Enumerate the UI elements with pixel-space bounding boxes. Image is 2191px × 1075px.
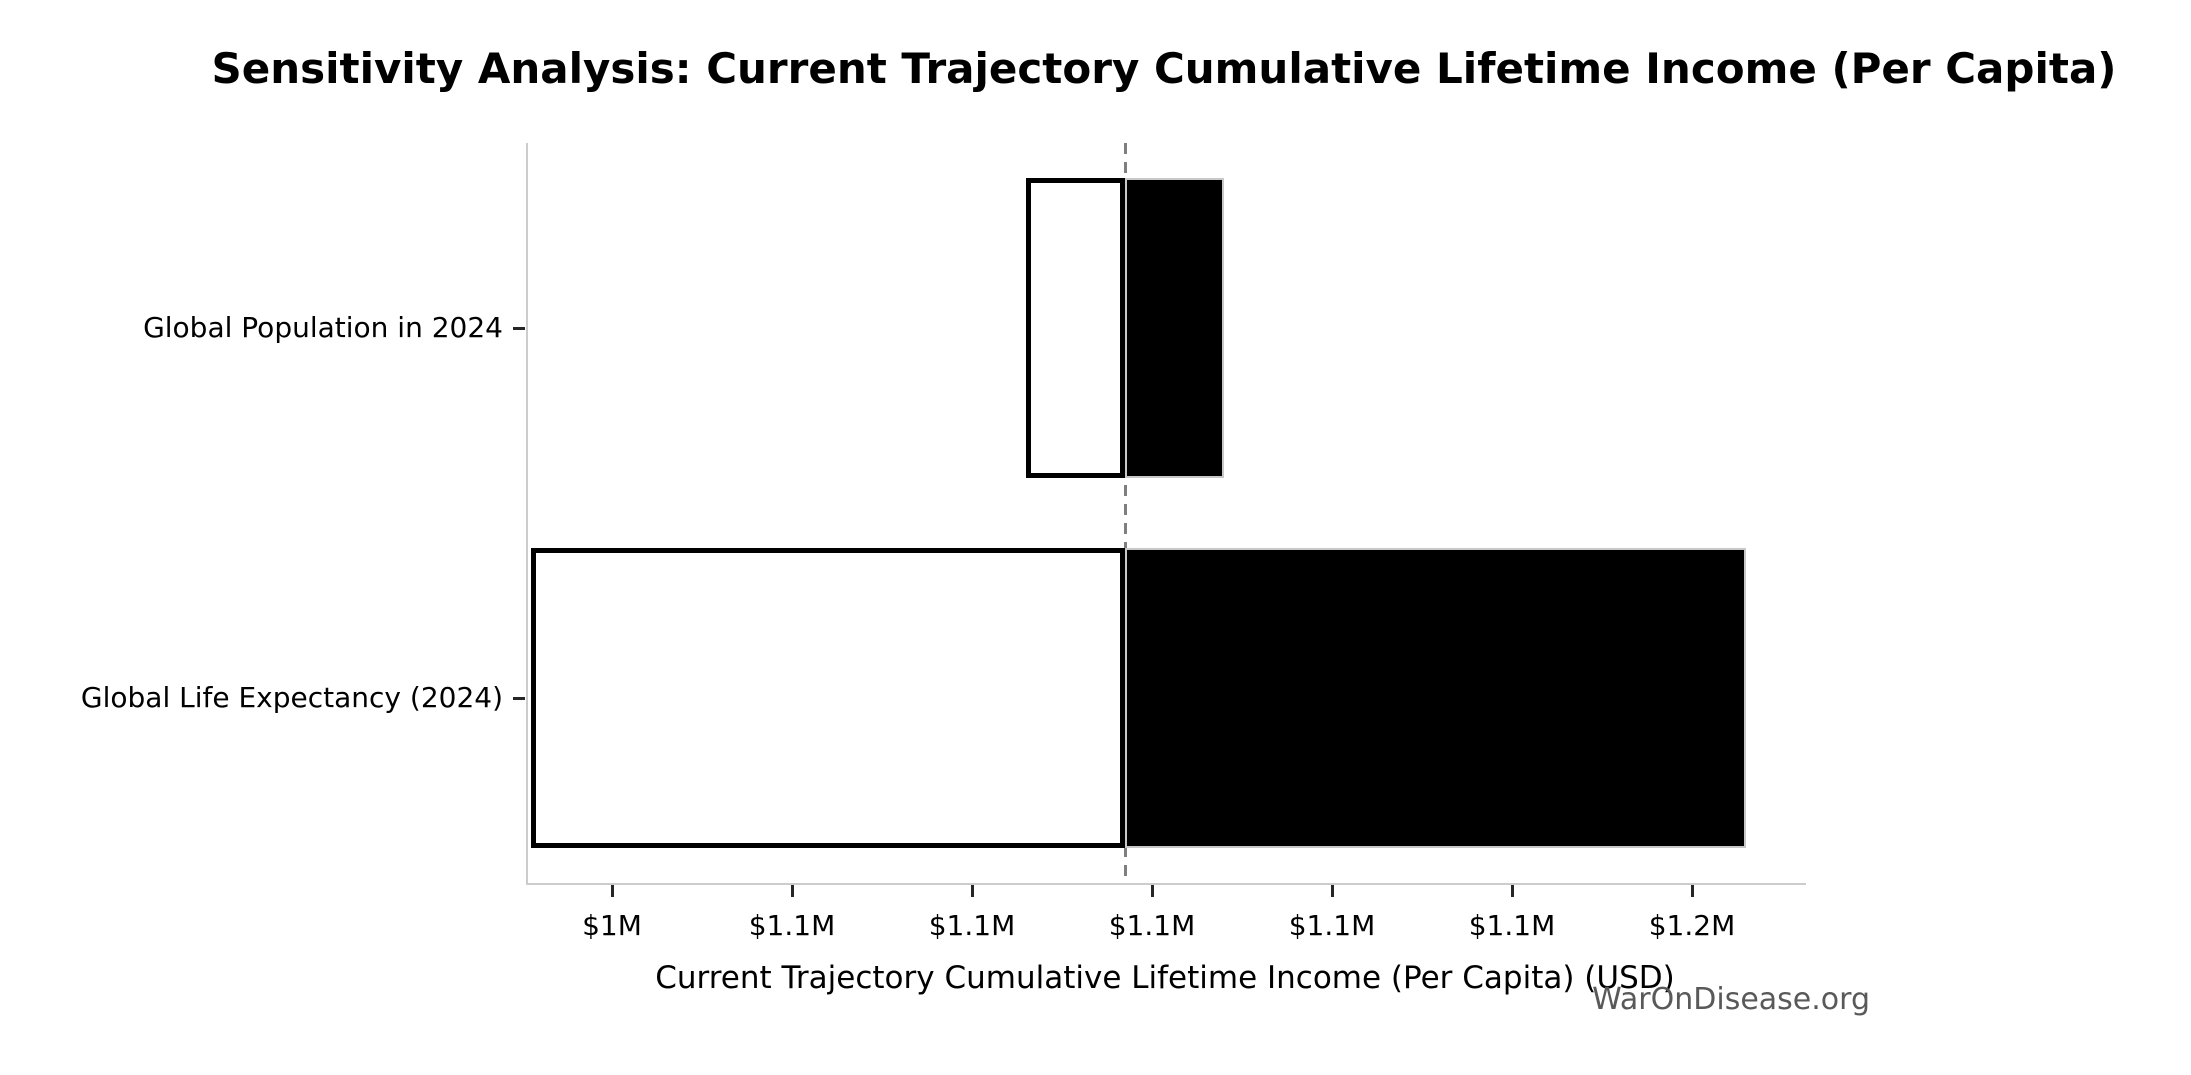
baseline-dashed-line	[1123, 143, 1127, 883]
x-tick-mark	[1691, 885, 1694, 897]
x-tick-label: $1.1M	[928, 909, 1016, 942]
watermark: WarOnDisease.org	[1592, 982, 1870, 1017]
x-tick-label: $1.2M	[1648, 909, 1736, 942]
low-bar	[531, 548, 1125, 848]
x-axis-label: Current Trajectory Cumulative Lifetime I…	[655, 960, 1675, 996]
high-bar	[1125, 178, 1224, 478]
chart-title: Sensitivity Analysis: Current Trajectory…	[211, 44, 2117, 93]
x-axis-line	[526, 883, 1806, 885]
category-label: Global Life Expectancy (2024)	[80, 681, 503, 714]
x-tick-label: $1.1M	[748, 909, 836, 942]
x-tick-mark	[1151, 885, 1154, 897]
x-tick-mark	[611, 885, 614, 897]
x-tick-label: $1.1M	[1468, 909, 1556, 942]
plot-area	[526, 143, 1806, 885]
low-bar	[1026, 178, 1125, 478]
x-tick-label: $1.1M	[1288, 909, 1376, 942]
y-axis-line	[526, 143, 528, 885]
x-tick-mark	[971, 885, 974, 897]
x-tick-mark	[1331, 885, 1334, 897]
x-tick-mark	[791, 885, 794, 897]
x-tick-mark	[1511, 885, 1514, 897]
x-tick-label: $1M	[582, 909, 642, 942]
high-bar	[1125, 548, 1746, 848]
category-label: Global Population in 2024	[143, 311, 503, 344]
x-tick-label: $1.1M	[1108, 909, 1196, 942]
y-tick-mark	[513, 697, 525, 700]
y-tick-mark	[513, 327, 525, 330]
